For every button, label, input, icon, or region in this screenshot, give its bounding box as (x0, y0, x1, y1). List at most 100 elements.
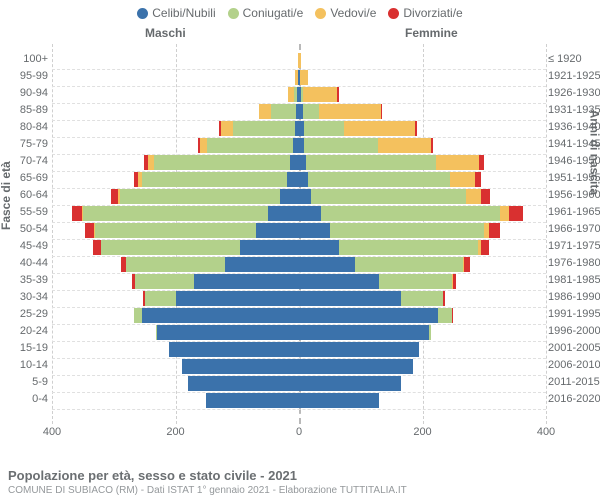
bar-segment (145, 291, 176, 306)
legend-item: Vedovi/e (315, 6, 376, 20)
bar-segment (299, 274, 379, 289)
female-bar (299, 155, 546, 170)
legend-swatch (315, 8, 326, 19)
female-bar (299, 53, 546, 68)
pyramid-row (52, 104, 546, 119)
bar-segment (299, 223, 330, 238)
bar-segment (259, 104, 271, 119)
female-bar (299, 393, 546, 408)
chart-title: Popolazione per età, sesso e stato civil… (8, 468, 592, 483)
pyramid-row (52, 189, 546, 204)
bar-segment (431, 138, 433, 153)
female-bar (299, 274, 546, 289)
male-bar (52, 70, 299, 85)
bar-segment (299, 342, 419, 357)
bar-segment (194, 274, 299, 289)
bar-segment (111, 189, 118, 204)
gridline-v (546, 44, 547, 424)
bar-segment (256, 223, 299, 238)
pyramid-row (52, 359, 546, 374)
bar-segment (135, 274, 194, 289)
y-tick-age: 40-44 (2, 257, 48, 269)
bar-segment (299, 291, 401, 306)
male-bar (52, 359, 299, 374)
bar-segment (142, 308, 299, 323)
bar-segment (157, 325, 299, 340)
female-bar (299, 104, 546, 119)
x-tick: 0 (296, 426, 302, 438)
pyramid-row (52, 240, 546, 255)
y-tick-age: 75-79 (2, 138, 48, 150)
y-tick-birth: 2001-2005 (548, 342, 600, 354)
bar-segment (306, 155, 436, 170)
x-tick: 200 (413, 426, 431, 438)
y-tick-age: 65-69 (2, 172, 48, 184)
y-tick-age: 100+ (2, 53, 48, 65)
bar-segment (355, 257, 463, 272)
pyramid-row (52, 393, 546, 408)
female-bar (299, 87, 546, 102)
bar-segment (303, 104, 318, 119)
y-tick-age: 35-39 (2, 274, 48, 286)
female-bar (299, 138, 546, 153)
female-bar (299, 325, 546, 340)
y-tick-age: 70-74 (2, 155, 48, 167)
bar-segment (344, 121, 415, 136)
legend-swatch (388, 8, 399, 19)
bar-segment (142, 172, 287, 187)
male-bar (52, 53, 299, 68)
male-bar (52, 138, 299, 153)
bar-segment (271, 104, 296, 119)
female-bar (299, 240, 546, 255)
male-bar (52, 291, 299, 306)
gridline-h (52, 409, 546, 410)
bar-segment (225, 257, 299, 272)
bar-segment (300, 70, 309, 85)
bar-segment (429, 325, 431, 340)
y-tick-birth: 1966-1970 (548, 223, 600, 235)
y-tick-birth: 1971-1975 (548, 240, 600, 252)
bar-segment (101, 240, 240, 255)
y-tick-age: 15-19 (2, 342, 48, 354)
female-bar (299, 172, 546, 187)
bar-segment (290, 155, 299, 170)
bar-segment (188, 376, 299, 391)
pyramid-row (52, 325, 546, 340)
y-tick-birth: 2011-2015 (548, 376, 600, 388)
pyramid-row (52, 155, 546, 170)
pyramid-row (52, 53, 546, 68)
pyramid-row (52, 206, 546, 221)
y-tick-age: 0-4 (2, 393, 48, 405)
bar-segment (299, 240, 339, 255)
bar-segment (154, 155, 290, 170)
bar-segment (93, 240, 100, 255)
legend-label: Divorziati/e (403, 6, 462, 20)
male-bar (52, 342, 299, 357)
bar-segment (500, 206, 509, 221)
bar-segment (83, 206, 268, 221)
y-tick-age: 10-14 (2, 359, 48, 371)
x-tick: 400 (537, 426, 555, 438)
bar-segment (287, 172, 299, 187)
bar-segment (207, 138, 293, 153)
female-bar (299, 376, 546, 391)
bar-segment (169, 342, 299, 357)
y-tick-birth: 1941-1945 (548, 138, 600, 150)
male-bar (52, 206, 299, 221)
bar-segment (479, 155, 484, 170)
bar-segment (299, 53, 301, 68)
bar-segment (299, 376, 401, 391)
bar-segment (481, 240, 490, 255)
y-tick-age: 95-99 (2, 70, 48, 82)
bar-segment (85, 223, 94, 238)
male-bar (52, 257, 299, 272)
bar-segment (268, 206, 299, 221)
bar-segment (182, 359, 299, 374)
chart-area: 100+≤ 192095-991921-192590-941926-193085… (52, 44, 546, 442)
bar-segment (126, 257, 225, 272)
y-tick-birth: 1951-1955 (548, 172, 600, 184)
y-tick-birth: 2006-2010 (548, 359, 600, 371)
male-bar (52, 189, 299, 204)
bar-segment (299, 172, 308, 187)
bar-segment (452, 308, 453, 323)
